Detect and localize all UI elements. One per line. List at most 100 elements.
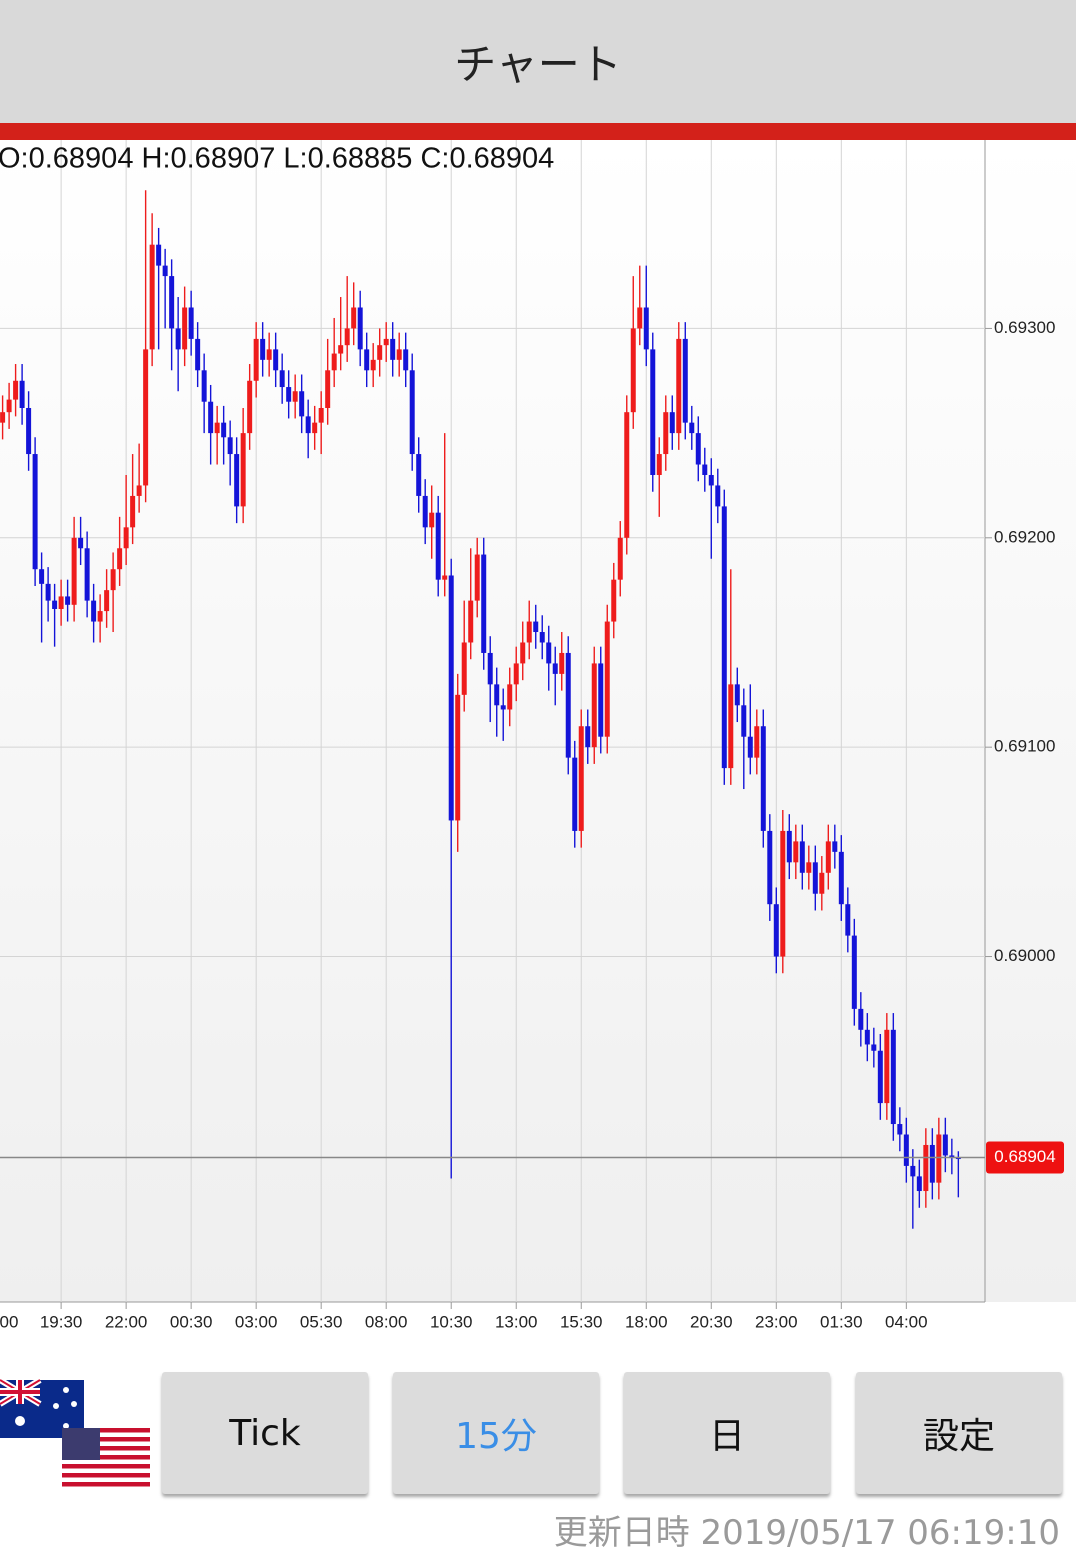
candle-body — [221, 422, 227, 438]
candle-body — [292, 391, 298, 402]
candle-body — [32, 454, 38, 570]
candle-body — [767, 830, 773, 905]
candle-body — [689, 422, 695, 434]
candle-body — [273, 349, 279, 371]
tick-button[interactable]: Tick — [162, 1372, 368, 1494]
y-tick-label: 0.69300 — [994, 318, 1055, 337]
candle-body — [565, 652, 571, 758]
candle-body — [260, 338, 266, 360]
candle-body — [819, 872, 825, 894]
candle-body — [39, 569, 45, 584]
candle-body — [91, 600, 97, 622]
candle-body — [468, 600, 474, 643]
candle-body — [877, 1050, 883, 1104]
candle-body — [760, 726, 766, 831]
candle-body — [169, 276, 175, 329]
candle-body — [897, 1124, 903, 1135]
candle-body — [637, 307, 643, 329]
candle-body — [533, 621, 539, 633]
candle-body — [910, 1165, 916, 1177]
day-button[interactable]: 日 — [624, 1372, 830, 1494]
candle-body — [923, 1144, 929, 1192]
x-tick-label: 03:00 — [235, 1312, 278, 1331]
candle-body — [58, 596, 64, 609]
candle-body — [708, 474, 714, 486]
candle-body — [663, 412, 669, 455]
candle-body — [84, 548, 90, 601]
candle-body — [734, 684, 740, 706]
candle-body — [611, 579, 617, 622]
candles — [0, 190, 961, 1229]
x-tick-label: 00 — [0, 1312, 18, 1331]
candle-body — [318, 407, 324, 423]
x-tick-label: 19:30 — [40, 1312, 83, 1331]
candle-body — [741, 705, 747, 737]
candle-body — [279, 370, 285, 388]
x-tick-label: 23:00 — [755, 1312, 798, 1331]
candle-body — [247, 380, 253, 434]
candle-body — [162, 265, 168, 277]
candle-body — [312, 422, 318, 434]
candle-body — [104, 590, 110, 612]
candle-body — [214, 422, 220, 434]
accent-bar — [0, 123, 1076, 140]
candle-body — [624, 412, 630, 538]
chart: 0.69000 0.69100 0.69200 0.69300 00 19:30 22:00… — [0, 140, 1076, 1331]
last-price-label: 0.68904 — [994, 1147, 1055, 1166]
currency-pair-flags[interactable] — [0, 1376, 152, 1490]
candle-body — [455, 694, 461, 821]
candle-body — [572, 757, 578, 831]
candle-body — [799, 841, 805, 873]
update-time: 更新日時 2019/05/17 06:19:10 — [554, 1505, 1060, 1554]
candle-body — [370, 359, 376, 371]
candle-body — [396, 349, 402, 360]
candle-body — [149, 244, 155, 350]
candle-body — [123, 527, 129, 549]
candle-body — [702, 464, 708, 475]
candle-body — [851, 935, 857, 1009]
candle-body — [156, 244, 162, 266]
candle-body — [630, 328, 636, 413]
candle-body — [286, 387, 292, 402]
candle-body — [52, 600, 58, 609]
y-tick-label: 0.69100 — [994, 737, 1055, 756]
candle-body — [26, 407, 32, 455]
candle-body — [487, 652, 493, 685]
candle-body — [377, 345, 383, 360]
candle-body — [448, 575, 454, 821]
candle-body — [884, 1029, 890, 1104]
candle-body — [0, 412, 6, 423]
candle-body — [409, 370, 415, 455]
candle-body — [208, 401, 214, 434]
plot-background — [0, 140, 1076, 1302]
candle-body — [435, 512, 441, 580]
candle-body — [338, 345, 344, 354]
candle-body — [585, 726, 591, 748]
candle-body — [422, 495, 428, 528]
x-tick-label: 18:00 — [625, 1312, 668, 1331]
candle-body — [461, 642, 467, 695]
settings-button[interactable]: 設定 — [856, 1372, 1062, 1494]
update-label: 更新日時 — [553, 1513, 690, 1553]
candle-body — [858, 1008, 864, 1030]
candle-body — [188, 307, 194, 339]
candle-body — [390, 338, 396, 360]
candle-body — [552, 663, 558, 674]
ohlc-readout: O:0.68904 H:0.68907 L:0.68885 C:0.68904 — [0, 143, 554, 175]
candle-body — [500, 705, 506, 710]
candle-body — [721, 506, 727, 769]
candle-body — [949, 1155, 955, 1158]
candle-body — [643, 307, 649, 350]
candle-body — [143, 349, 149, 486]
interval-button[interactable]: 15分 — [393, 1372, 599, 1494]
candle-body — [650, 349, 656, 475]
last-price-tag — [986, 1141, 1064, 1174]
candle-body — [136, 485, 142, 496]
header: チャート — [0, 0, 1076, 123]
flag-us — [62, 1428, 150, 1487]
candle-body — [507, 684, 513, 710]
candle-body — [676, 338, 682, 434]
candle-body — [234, 454, 240, 507]
candle-body — [695, 433, 701, 465]
